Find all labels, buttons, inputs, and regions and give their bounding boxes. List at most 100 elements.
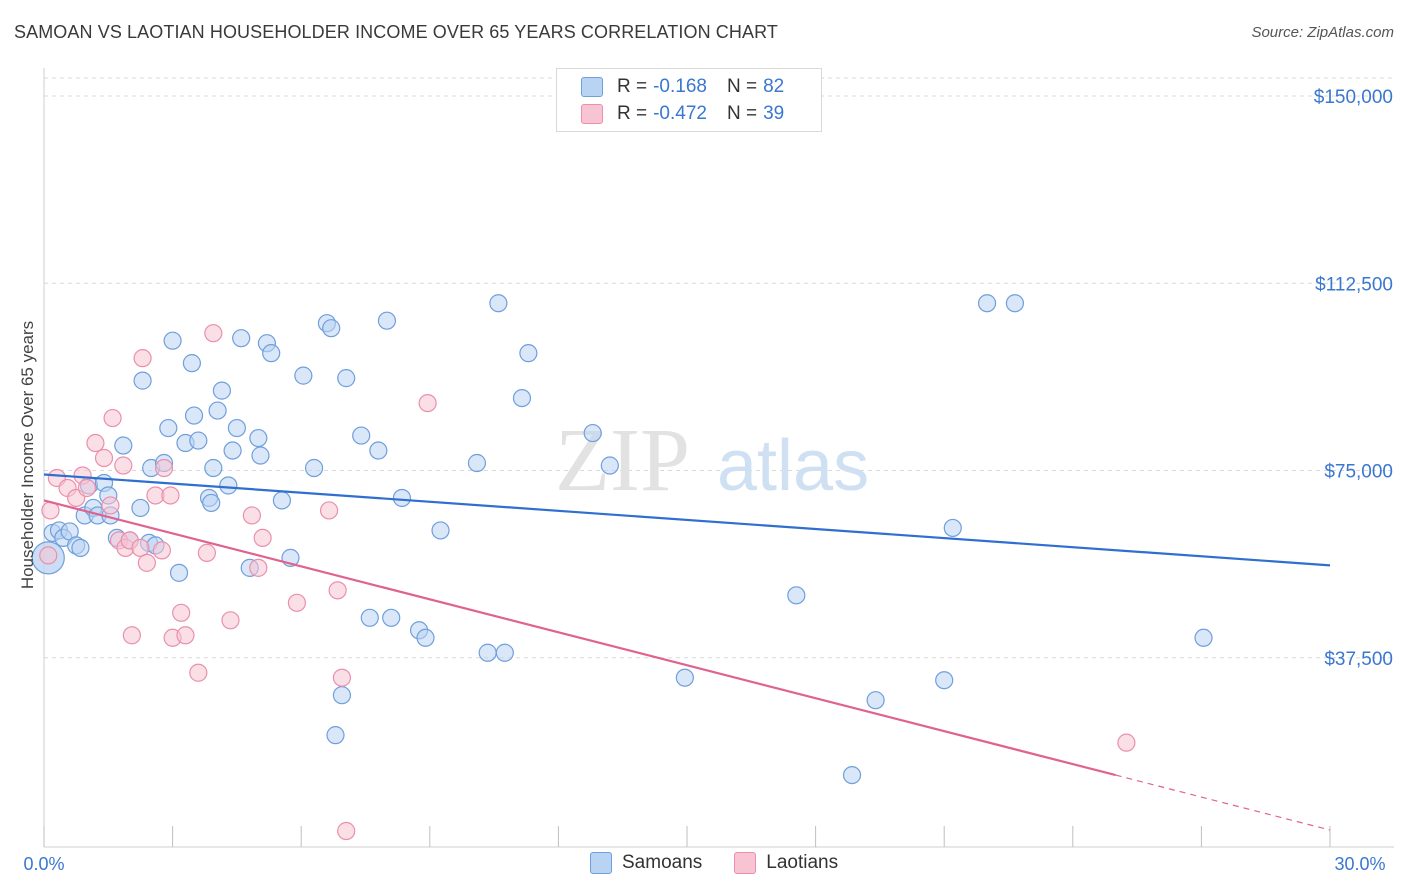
samoans-point (272, 491, 292, 510)
r-value-laotians: -0.472 (653, 103, 707, 124)
laotians-point (77, 478, 96, 498)
samoans-trend-line (43, 473, 1331, 567)
laotians-point (189, 663, 208, 682)
watermark-atlas: atlas (717, 426, 869, 506)
laotians-swatch (581, 104, 603, 124)
legend-item-laotians[interactable]: Laotians (734, 852, 838, 874)
samoans-point (202, 493, 221, 513)
y-tick-label: $37,500 (1324, 649, 1393, 670)
n-label: N = (726, 76, 758, 97)
y-tick-labels: $37,500 $75,000 $112,500 $150,000 (1314, 87, 1393, 670)
samoans-point (866, 691, 885, 710)
laotians-point (137, 553, 156, 572)
y-tick-label: $150,000 (1314, 87, 1393, 108)
laotians-point (133, 349, 152, 368)
samoans-point (163, 331, 182, 350)
laotians-trend-extension (1115, 774, 1331, 831)
laotians-point (204, 324, 223, 343)
samoans-point (304, 458, 324, 478)
samoans-point (431, 521, 450, 540)
n-label: N = (726, 103, 758, 124)
samoans-point (184, 406, 204, 425)
series-laotians (39, 324, 1136, 841)
samoans-point (787, 586, 806, 605)
samoans-point (208, 401, 227, 420)
laotians-point (332, 668, 352, 687)
laotians-point (287, 593, 307, 612)
laotians-point (418, 393, 437, 413)
samoans-point (204, 458, 223, 478)
laotians-point (328, 581, 347, 600)
samoans-point (71, 538, 90, 557)
samoans-point (169, 563, 189, 582)
stats-legend: R = -0.168 N = 82 R = -0.472 N = 39 (556, 68, 822, 132)
watermark: ZIP atlas (555, 411, 869, 510)
samoans-point (182, 354, 201, 373)
samoans-point (1005, 294, 1025, 313)
samoans-point (352, 426, 371, 445)
laotians-point (152, 541, 171, 560)
x-tick-label-min: 0.0% (23, 854, 64, 874)
samoans-point (382, 608, 401, 627)
laotians-point (39, 546, 58, 565)
samoans-point (249, 428, 268, 448)
samoans-point (212, 381, 231, 400)
samoans-legend-swatch (590, 852, 612, 874)
laotians-legend-swatch (734, 852, 757, 874)
samoans-point (583, 423, 602, 443)
n-value-samoans: 82 (763, 76, 785, 97)
legend-item-samoans[interactable]: Samoans (590, 852, 702, 874)
laotians-point (221, 611, 240, 630)
laotians-point (242, 506, 262, 525)
samoans-point (227, 418, 246, 438)
laotians-point (161, 486, 180, 505)
stats-row-laotians: R = -0.472 N = 39 (581, 102, 784, 126)
samoans-point (360, 608, 379, 627)
legend-label-samoans: Samoans (622, 852, 703, 873)
samoans-point (416, 628, 435, 647)
samoans-point (478, 643, 497, 662)
x-tick-labels: 0.0% 30.0% (23, 854, 1385, 874)
samoans-point (1194, 628, 1213, 647)
laotians-point (253, 528, 272, 548)
laotians-point (94, 448, 114, 468)
samoans-point (392, 488, 412, 508)
samoans-point (600, 456, 619, 475)
trend-lines (43, 473, 1331, 831)
samoans-point (495, 643, 514, 662)
samoans-point (133, 371, 152, 390)
samoans-point (935, 671, 954, 690)
laotians-point (154, 458, 174, 478)
laotians-point (103, 408, 122, 428)
laotians-point (319, 501, 339, 520)
samoans-point (189, 431, 208, 450)
laotians-point (1117, 733, 1136, 752)
watermark-zip: ZIP (555, 411, 690, 510)
samoans-point (131, 498, 150, 518)
samoans-point (114, 436, 133, 455)
y-axis-label: Householder Income Over 65 years (18, 320, 37, 590)
laotians-point (337, 821, 356, 841)
laotians-trend-line (43, 499, 1116, 777)
series-samoans (31, 294, 1213, 785)
chart-title: SAMOAN VS LAOTIAN HOUSEHOLDER INCOME OVE… (14, 22, 778, 42)
samoans-point (337, 369, 356, 388)
samoans-point (519, 344, 538, 363)
samoans-point (219, 476, 238, 495)
samoans-swatch (581, 77, 603, 97)
samoans-point (377, 311, 397, 330)
samoans-point (322, 319, 341, 338)
samoans-point (369, 441, 388, 460)
samoans-point (262, 344, 281, 363)
laotians-point (249, 558, 268, 577)
samoans-point (223, 441, 242, 460)
laotians-point (101, 496, 120, 515)
axes (43, 68, 1394, 848)
laotians-point (122, 626, 141, 645)
laotians-point (197, 543, 216, 562)
samoans-point (332, 686, 352, 705)
x-tick-label-max: 30.0% (1334, 854, 1385, 874)
samoans-point (977, 294, 997, 313)
r-label: R = (617, 103, 648, 124)
laotians-point (172, 603, 191, 622)
